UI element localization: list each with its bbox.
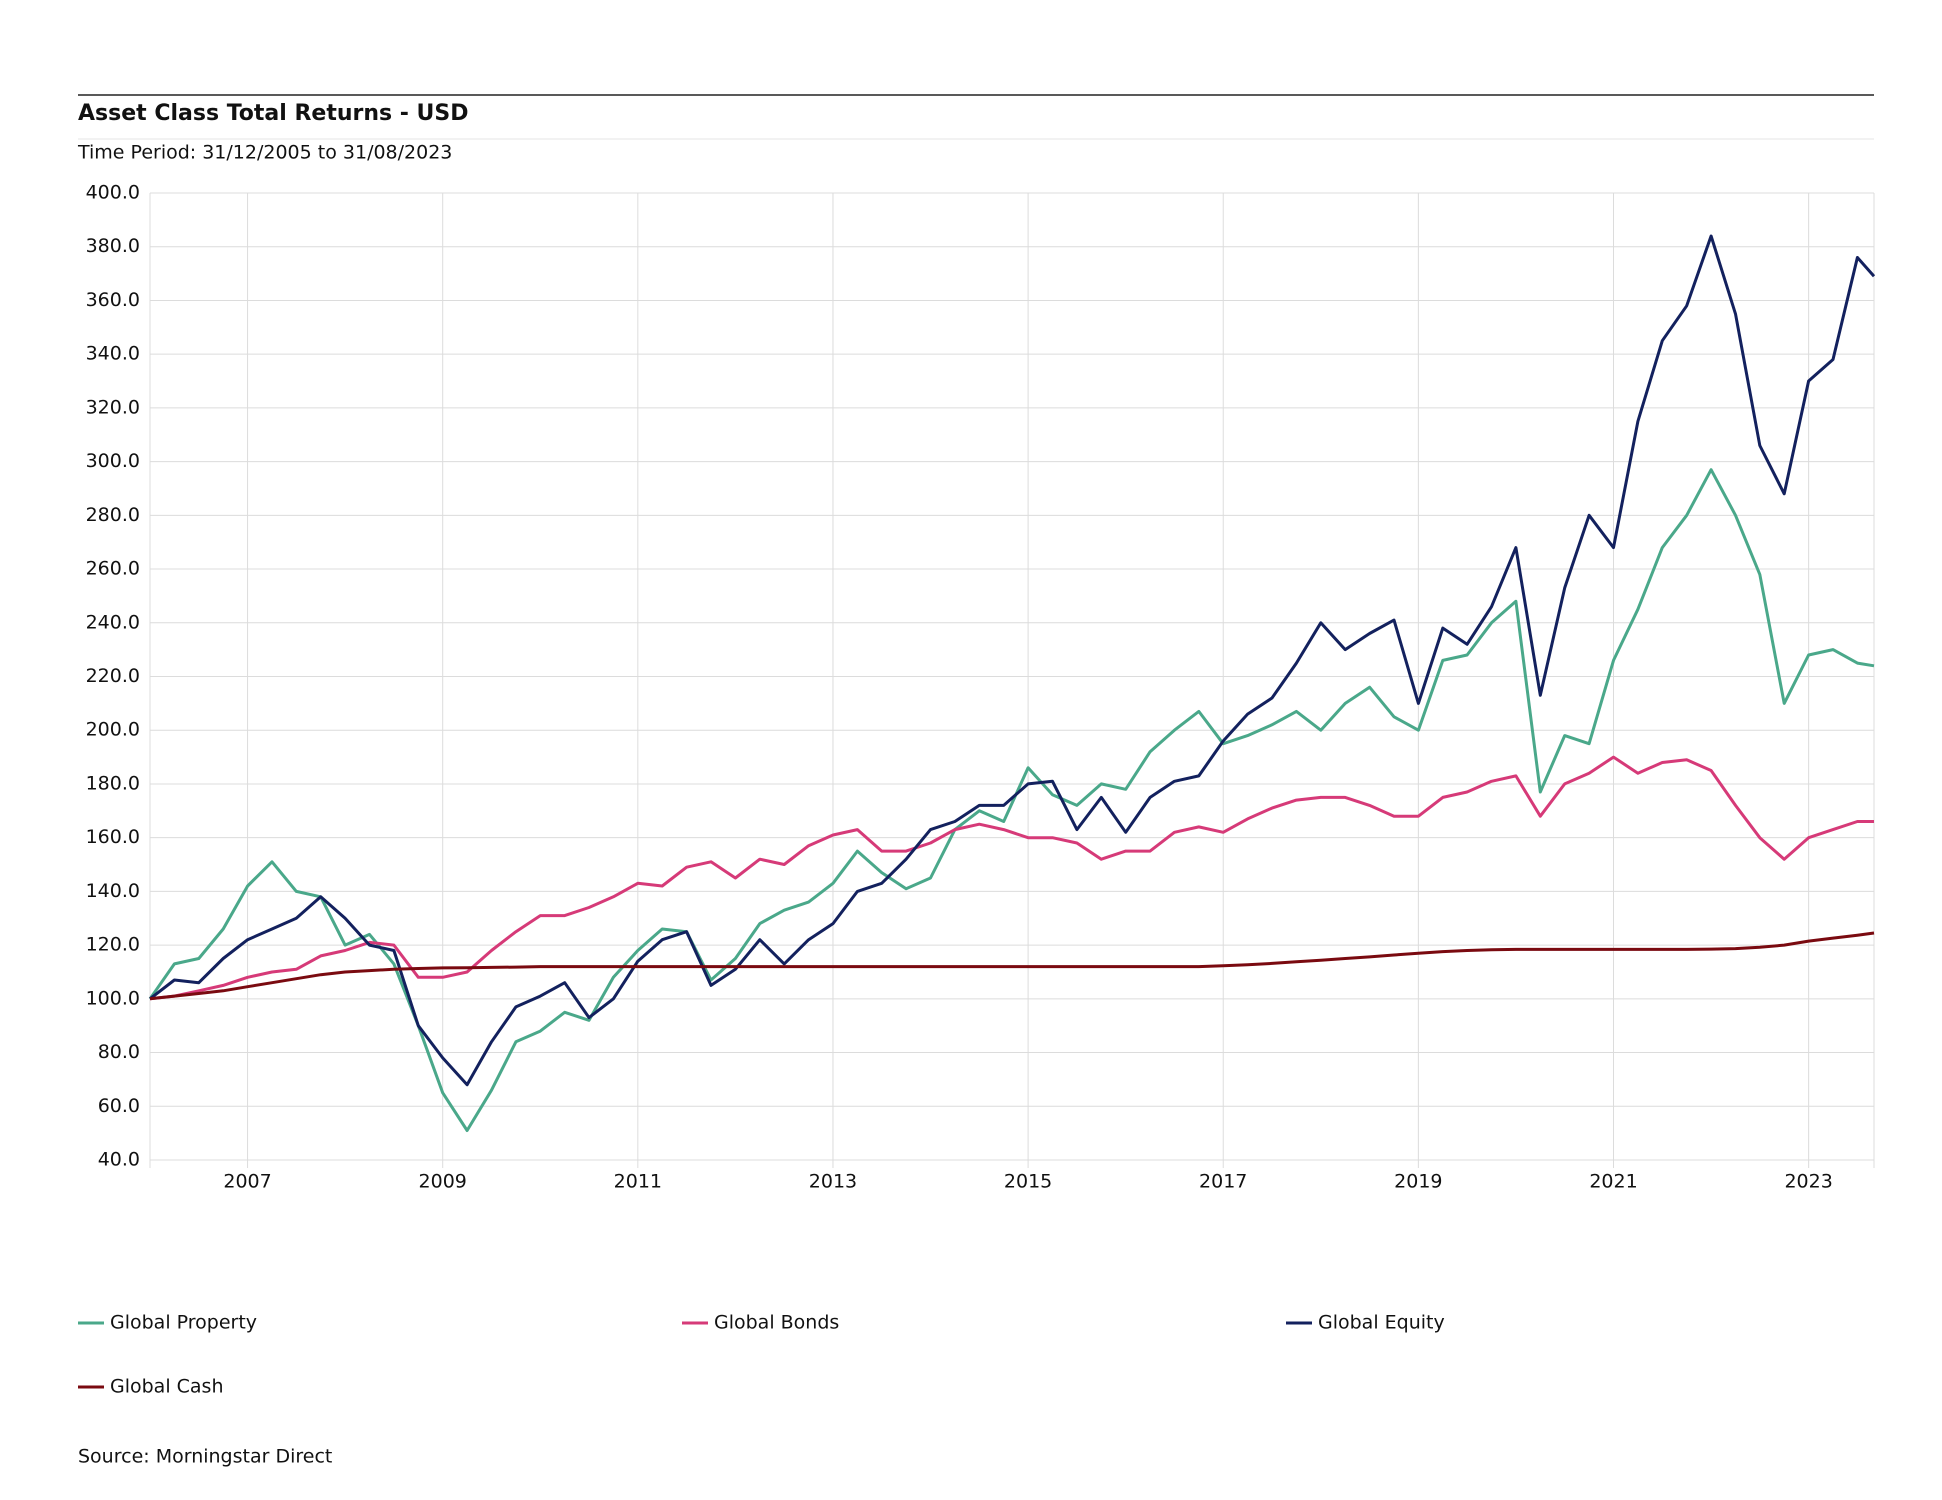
y-tick-label: 260.0 <box>86 558 140 580</box>
x-tick-label: 2015 <box>1004 1171 1052 1193</box>
x-tick-label: 2017 <box>1199 1171 1247 1193</box>
y-tick-label: 120.0 <box>86 934 140 956</box>
y-tick-label: 100.0 <box>86 987 140 1009</box>
series-line <box>149 931 1875 1001</box>
y-tick-label: 80.0 <box>98 1041 140 1063</box>
legend-label: Global Cash <box>110 1376 224 1398</box>
y-tick-label: 280.0 <box>86 504 140 526</box>
y-tick-label: 360.0 <box>86 289 140 311</box>
x-tick-label: 2023 <box>1784 1171 1832 1193</box>
chart-subtitle: Time Period: 31/12/2005 to 31/08/2023 <box>77 142 452 164</box>
y-tick-label: 240.0 <box>86 611 140 633</box>
y-tick-label: 140.0 <box>86 880 140 902</box>
y-tick-label: 400.0 <box>86 182 140 204</box>
source-note: Source: Morningstar Direct <box>78 1446 332 1468</box>
chart-title: Asset Class Total Returns - USD <box>78 101 469 126</box>
y-tick-label: 200.0 <box>86 719 140 741</box>
legend-label: Global Bonds <box>714 1312 839 1334</box>
y-tick-label: 320.0 <box>86 396 140 418</box>
y-tick-label: 160.0 <box>86 826 140 848</box>
x-tick-label: 2021 <box>1589 1171 1637 1193</box>
y-tick-label: 180.0 <box>86 772 140 794</box>
x-tick-label: 2009 <box>419 1171 467 1193</box>
y-tick-label: 40.0 <box>98 1149 140 1171</box>
y-tick-label: 60.0 <box>98 1095 140 1117</box>
y-tick-label: 300.0 <box>86 450 140 472</box>
x-tick-label: 2013 <box>809 1171 857 1193</box>
legend-label: Global Property <box>110 1312 257 1334</box>
y-tick-label: 340.0 <box>86 343 140 365</box>
series-line <box>149 755 1874 1001</box>
y-tick-label: 220.0 <box>86 665 140 687</box>
series-line <box>149 234 1876 1087</box>
legend-label: Global Equity <box>1318 1312 1445 1334</box>
y-tick-label: 380.0 <box>86 235 140 257</box>
x-tick-label: 2011 <box>614 1171 662 1193</box>
x-tick-label: 2007 <box>223 1171 271 1193</box>
x-tick-label: 2019 <box>1394 1171 1442 1193</box>
